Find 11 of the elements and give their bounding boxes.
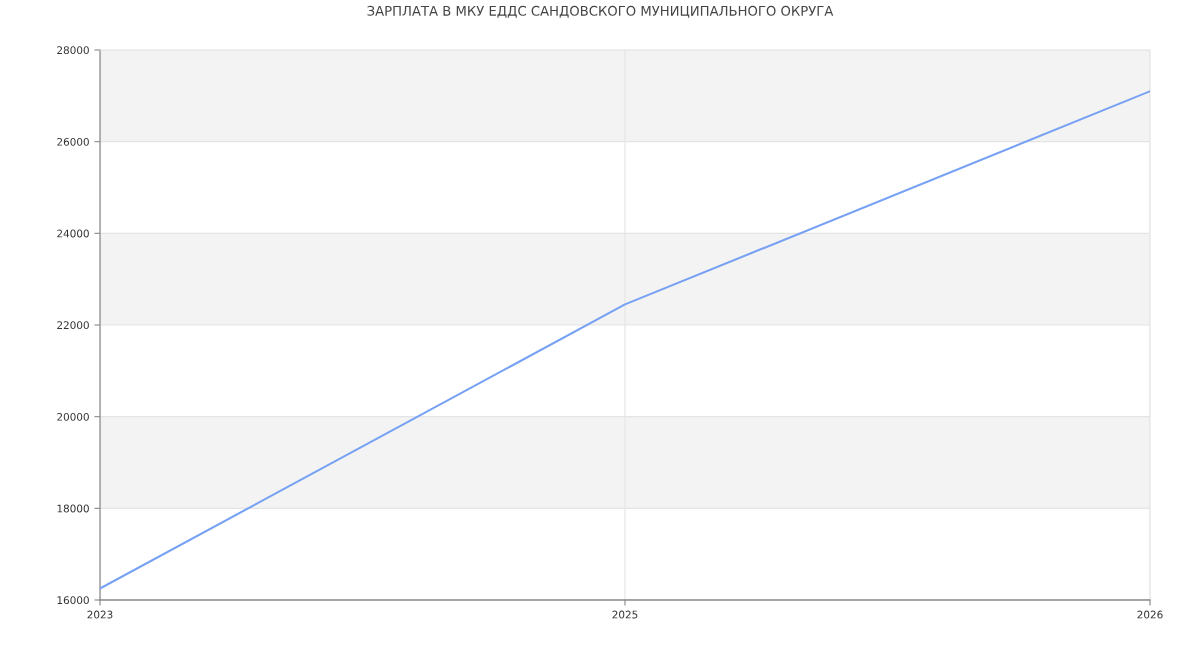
- x-tick-label: 2025: [612, 610, 638, 619]
- y-tick-label: 24000: [57, 229, 89, 238]
- y-tick-label: 20000: [57, 412, 89, 421]
- x-tick-label: 2023: [87, 610, 113, 619]
- y-tick-label: 26000: [57, 137, 89, 146]
- y-tick-label: 16000: [57, 596, 89, 605]
- y-tick-label: 28000: [57, 46, 89, 55]
- y-tick-label: 18000: [57, 504, 89, 513]
- chart-title: ЗАРПЛАТА В МКУ ЕДДС САНДОВСКОГО МУНИЦИПАЛЬНОГО ОКРУГА: [367, 5, 834, 18]
- x-tick-label: 2026: [1137, 610, 1163, 619]
- y-tick-label: 22000: [57, 321, 89, 330]
